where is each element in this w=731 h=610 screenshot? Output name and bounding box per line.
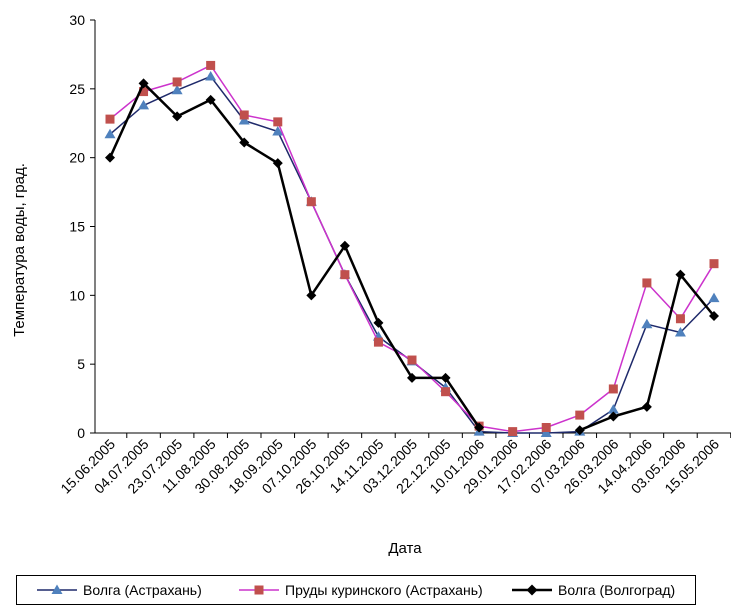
data-point [373,317,384,328]
data-point [407,355,417,365]
data-point [407,372,417,383]
data-point [674,327,686,337]
data-point [641,401,652,412]
y-tick-label: 10 [69,287,85,303]
data-point [172,77,182,87]
legend-label-volga-astrakhan: Волга (Астрахань) [83,582,202,598]
legend-label-prudy-kurinskogo: Пруды куринского (Астрахань) [285,582,483,598]
y-tick-label: 25 [69,81,85,97]
data-point [272,158,283,169]
y-tick-labels: 0 5 10 15 20 25 30 [69,12,85,441]
data-point [373,337,383,347]
x-axis-title: Дата [388,540,422,557]
data-point [675,314,685,324]
y-tick-label: 30 [69,12,85,28]
data-point [708,292,720,303]
data-point [238,114,250,125]
legend-item-prudy-kurinskogo: Пруды куринского (Астрахань) [239,576,483,604]
data-point [709,259,719,269]
data-point [574,425,585,436]
data-point [641,318,653,329]
data-point [105,114,115,124]
data-point [441,387,451,397]
y-axis-title: Температура воды, град. [11,163,28,337]
data-point [709,310,719,321]
data-point [508,427,518,437]
y-tick-label: 0 [77,425,85,441]
data-point [575,410,585,420]
data-point [607,404,619,414]
data-point [105,152,115,163]
legend-swatch-triangle [37,584,77,594]
data-point [306,290,317,301]
legend-item-volga-astrakhan: Волга (Астрахань) [37,576,202,604]
data-point [340,270,350,280]
y-tick-label: 20 [69,150,85,166]
data-point [440,372,451,383]
data-point [339,240,350,251]
data-point [675,269,686,280]
data-point [171,84,183,95]
legend-swatch-square [239,585,279,595]
data-point [540,427,552,437]
legend: Волга (Астрахань) Пруды куринского (Астр… [16,575,696,605]
data-point [104,128,116,139]
x-tick-labels: 15.06.200504.07.200523.07.200511.08.2005… [57,436,722,497]
series-line [108,82,481,429]
data-point [206,60,216,70]
data-point [139,87,149,97]
data-point [306,197,316,207]
legend-swatch-diamond [512,584,552,596]
data-point [239,137,250,148]
data-point [205,94,216,105]
axes [90,19,731,438]
data-point [608,411,619,422]
data-point [608,384,618,394]
y-tick-label: 5 [77,356,85,372]
y-tick-label: 15 [69,219,85,235]
legend-label-volga-volgograd: Волга (Волгоград) [558,582,676,598]
data-point [541,422,551,432]
data-point [239,110,249,120]
legend-item-volga-volgograd: Волга (Волгоград) [512,576,675,604]
data-point [273,117,283,127]
data-point [474,422,485,433]
data-point [138,99,150,110]
line-chart: 0 5 10 15 20 25 30 15.06.200504.07.200523.07.2… [11,12,731,557]
series-3 [105,78,719,436]
data-point [138,78,149,89]
data-point [172,111,183,122]
data-point [205,70,217,81]
series-2 [105,60,719,437]
data-point [642,278,652,288]
data-point [272,126,284,136]
series-layer [104,60,720,437]
